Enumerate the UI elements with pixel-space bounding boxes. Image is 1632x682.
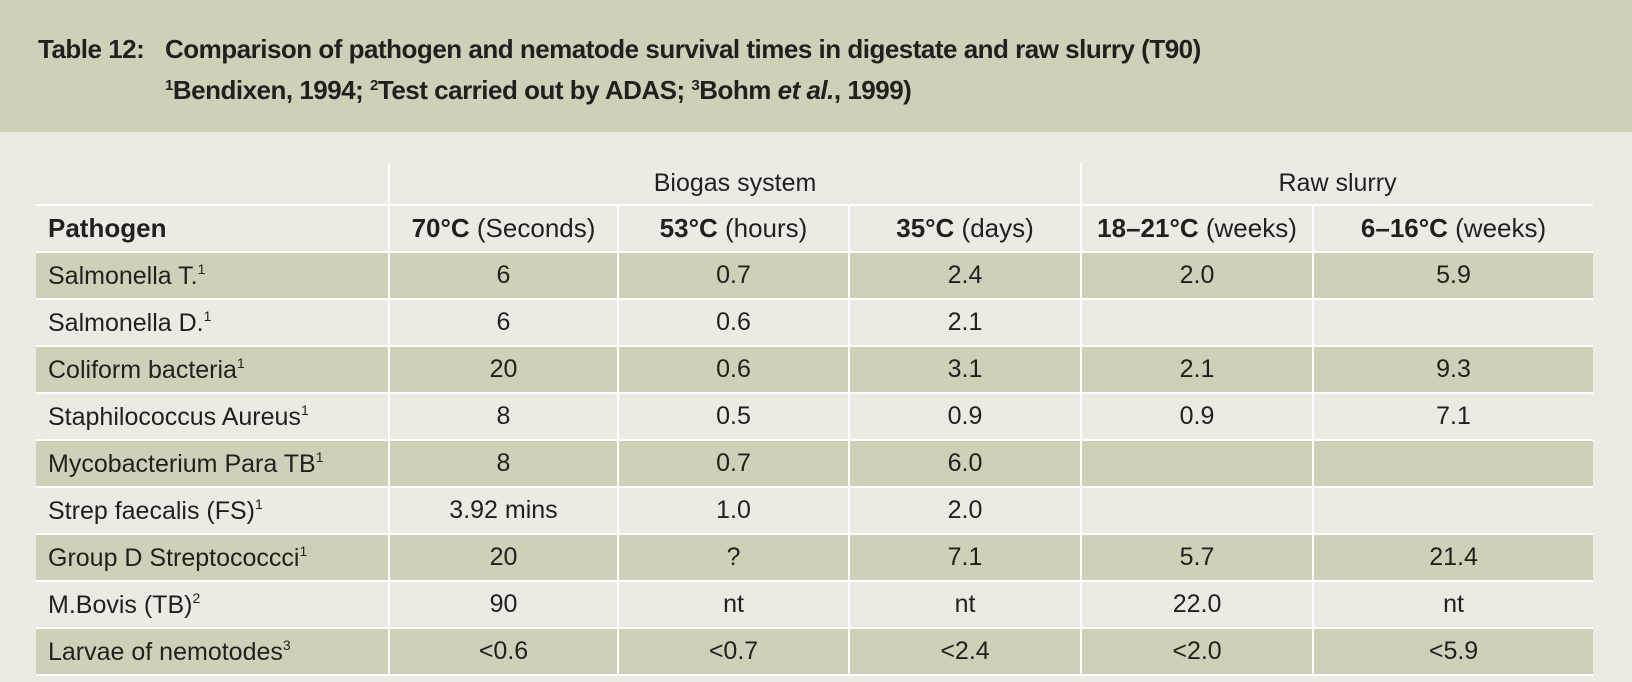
cell-53c: <0.7 — [617, 628, 849, 675]
cell-18-21c: 0.9 — [1080, 393, 1314, 440]
cell-18-21c: 5.7 — [1080, 534, 1314, 581]
cell-6-16c: <5.9 — [1312, 628, 1594, 675]
cell-53c: nt — [617, 581, 849, 628]
cell-35c: <2.4 — [847, 628, 1082, 675]
cell-6-16c: 7.1 — [1312, 393, 1594, 440]
table-row: Coliform bacteria1 20 0.6 3.1 2.1 9.3 — [36, 346, 1594, 393]
row-name-cell: Salmonella T.1 — [48, 260, 206, 290]
table-row: M.Bovis (TB)2 90 nt nt 22.0 nt — [36, 581, 1594, 628]
source-3-num: 3 — [691, 77, 700, 94]
column-header-row: Pathogen 70°C (Seconds) 53°C (hours) 35°… — [36, 205, 1594, 252]
table-row: Staphilococcus Aureus1 8 0.5 0.9 0.9 7.1 — [36, 393, 1594, 440]
col-header-18-21c: 18–21°C (weeks) — [1080, 205, 1314, 252]
source-2-text: Test carried out by ADAS; — [377, 75, 692, 105]
source-2-num: 2 — [370, 77, 378, 94]
cell-70c: 6 — [388, 252, 618, 299]
col-header-70c: 70°C (Seconds) — [388, 205, 618, 252]
group-biogas: Biogas system — [387, 163, 1082, 205]
cell-70c: <0.6 — [388, 628, 618, 675]
cell-53c: 0.7 — [617, 440, 849, 487]
source-1-num: 1 — [165, 77, 173, 94]
table-row: Salmonella D.1 6 0.6 2.1 — [36, 299, 1594, 346]
cell-35c: 2.4 — [847, 252, 1082, 299]
row-name-cell: Group D Streptococcci1 — [48, 542, 308, 572]
cell-18-21c: <2.0 — [1080, 628, 1314, 675]
cell-18-21c — [1080, 440, 1314, 487]
group-empty-cell — [36, 163, 389, 205]
source-3-italic: et al. — [777, 75, 835, 105]
cell-6-16c — [1312, 487, 1594, 534]
cell-70c: 90 — [388, 581, 618, 628]
col-header-pathogen: Pathogen — [48, 213, 167, 243]
row-name-cell: M.Bovis (TB)2 — [48, 589, 201, 619]
cell-35c: nt — [847, 581, 1082, 628]
col-header-6-16c: 6–16°C (weeks) — [1312, 205, 1594, 252]
col-header-35c: 35°C (days) — [847, 205, 1082, 252]
cell-35c: 2.0 — [847, 487, 1082, 534]
cell-53c: 1.0 — [617, 487, 849, 534]
cell-6-16c: nt — [1312, 581, 1594, 628]
source-1-text: Bendixen, 1994; — [172, 75, 371, 105]
row-name-cell: Salmonella D.1 — [48, 307, 212, 337]
cell-18-21c: 2.1 — [1080, 346, 1314, 393]
cell-53c: 0.7 — [617, 252, 849, 299]
cell-70c: 8 — [388, 440, 618, 487]
source-3-tail: , 1999) — [833, 75, 912, 105]
cell-53c: ? — [617, 534, 849, 581]
cell-70c: 20 — [388, 534, 618, 581]
cell-70c: 8 — [388, 393, 618, 440]
table-label: Table 12: — [38, 34, 145, 64]
cell-6-16c — [1312, 440, 1594, 487]
source-3-text: Bohm — [699, 75, 778, 105]
row-name-cell: Strep faecalis (FS)1 — [48, 495, 263, 525]
cell-53c: 0.6 — [617, 299, 849, 346]
col-header-53c: 53°C (hours) — [617, 205, 849, 252]
cell-6-16c: 21.4 — [1312, 534, 1594, 581]
cell-70c: 3.92 mins — [388, 487, 618, 534]
caption-banner — [0, 0, 1632, 132]
cell-35c: 6.0 — [847, 440, 1082, 487]
table-row: Salmonella T.1 6 0.7 2.4 2.0 5.9 — [36, 252, 1594, 299]
cell-18-21c: 22.0 — [1080, 581, 1314, 628]
cell-70c: 6 — [388, 299, 618, 346]
cell-18-21c: 2.0 — [1080, 252, 1314, 299]
cell-35c: 2.1 — [847, 299, 1082, 346]
cell-53c: 0.5 — [617, 393, 849, 440]
row-name-cell: Larvae of nemotodes3 — [48, 636, 291, 666]
cell-70c: 20 — [388, 346, 618, 393]
row-name-cell: Coliform bacteria1 — [48, 354, 245, 384]
row-name-cell: Mycobacterium Para TB1 — [48, 448, 324, 478]
cell-18-21c — [1080, 487, 1314, 534]
table-row: Mycobacterium Para TB1 8 0.7 6.0 — [36, 440, 1594, 487]
table-sources: 1Bendixen, 1994; 2Test carried out by AD… — [165, 75, 912, 106]
cell-18-21c — [1080, 299, 1314, 346]
cell-53c: 0.6 — [617, 346, 849, 393]
cell-35c: 7.1 — [847, 534, 1082, 581]
table-title: Comparison of pathogen and nematode surv… — [165, 34, 1201, 64]
survival-table: Biogas system Raw slurry Pathogen 70°C (… — [36, 163, 1594, 676]
cell-6-16c: 5.9 — [1312, 252, 1594, 299]
cell-35c: 3.1 — [847, 346, 1082, 393]
cell-35c: 0.9 — [847, 393, 1082, 440]
cell-6-16c: 9.3 — [1312, 346, 1594, 393]
row-name-cell: Staphilococcus Aureus1 — [48, 401, 309, 431]
table-row: Group D Streptococcci1 20 ? 7.1 5.7 21.4 — [36, 534, 1594, 581]
table-row: Larvae of nemotodes3 <0.6 <0.7 <2.4 <2.0… — [36, 628, 1594, 675]
table-row: Strep faecalis (FS)1 3.92 mins 1.0 2.0 — [36, 487, 1594, 534]
group-header-row: Biogas system Raw slurry — [36, 163, 1594, 205]
group-raw-slurry: Raw slurry — [1080, 163, 1594, 205]
cell-6-16c — [1312, 299, 1594, 346]
